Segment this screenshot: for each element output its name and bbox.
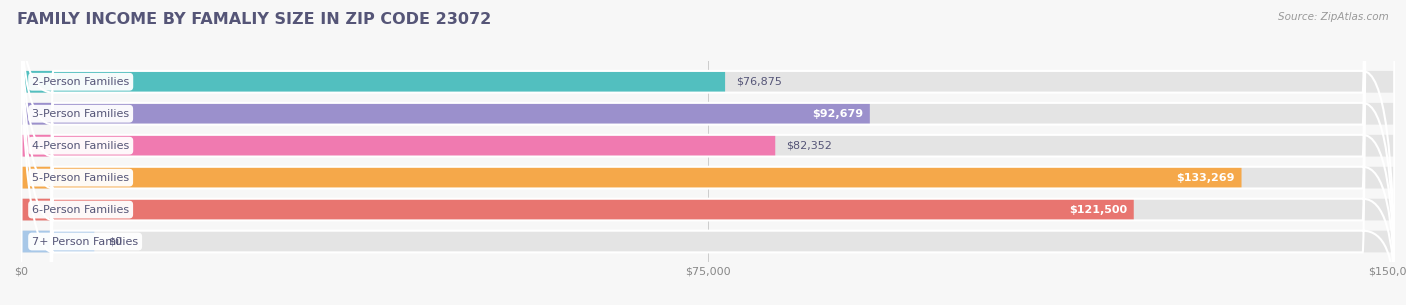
FancyBboxPatch shape <box>21 71 1395 93</box>
FancyBboxPatch shape <box>21 71 725 93</box>
FancyBboxPatch shape <box>21 231 94 253</box>
Text: 2-Person Families: 2-Person Families <box>32 77 129 87</box>
Text: Source: ZipAtlas.com: Source: ZipAtlas.com <box>1278 12 1389 22</box>
Text: 7+ Person Families: 7+ Person Families <box>32 237 138 246</box>
FancyBboxPatch shape <box>21 199 1133 221</box>
Text: 4-Person Families: 4-Person Families <box>32 141 129 151</box>
FancyBboxPatch shape <box>21 199 1395 221</box>
Text: FAMILY INCOME BY FAMALIY SIZE IN ZIP CODE 23072: FAMILY INCOME BY FAMALIY SIZE IN ZIP COD… <box>17 12 491 27</box>
FancyBboxPatch shape <box>21 135 1395 156</box>
FancyBboxPatch shape <box>21 231 1395 253</box>
Text: $121,500: $121,500 <box>1069 205 1126 215</box>
Text: 5-Person Families: 5-Person Families <box>32 173 129 183</box>
Text: 6-Person Families: 6-Person Families <box>32 205 129 215</box>
Text: $133,269: $133,269 <box>1177 173 1234 183</box>
FancyBboxPatch shape <box>21 103 1395 124</box>
Text: 3-Person Families: 3-Person Families <box>32 109 129 119</box>
Text: $92,679: $92,679 <box>811 109 863 119</box>
Text: $0: $0 <box>108 237 122 246</box>
FancyBboxPatch shape <box>21 135 775 156</box>
FancyBboxPatch shape <box>21 167 1241 188</box>
FancyBboxPatch shape <box>21 167 1395 188</box>
Text: $82,352: $82,352 <box>786 141 832 151</box>
FancyBboxPatch shape <box>21 103 870 124</box>
Text: $76,875: $76,875 <box>737 77 782 87</box>
